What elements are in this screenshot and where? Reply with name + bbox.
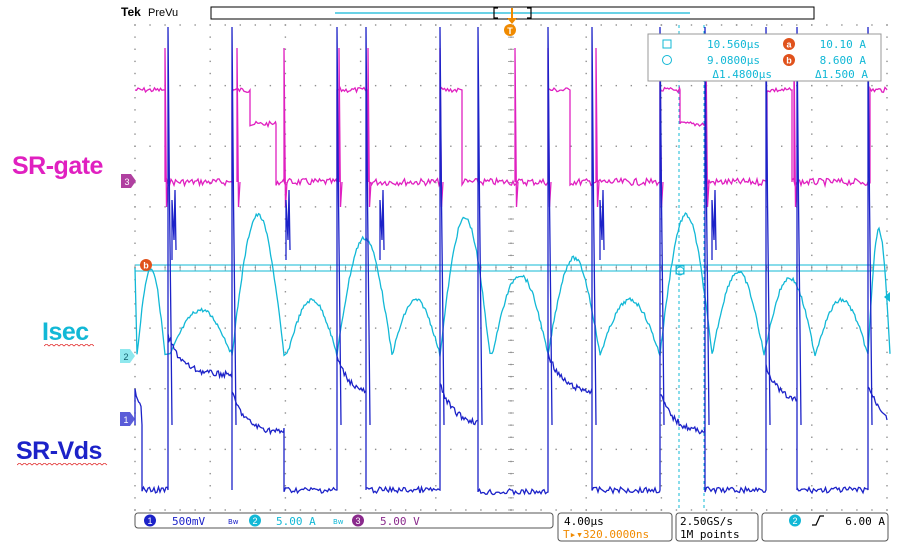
cursor-readout-panel: 10.560µs a 10.10 A 9.0800µs b 8.600 A Δ1… xyxy=(647,33,882,82)
ch2-ground-marker[interactable]: 2 xyxy=(120,349,135,363)
channel-settings-box[interactable]: 1 500mV Bw 2 5.00 A Bw 3 5.00 V xyxy=(134,512,554,529)
acquisition-box[interactable]: 2.50GS/s 1M points xyxy=(675,512,759,542)
cursor-b-value: 8.600 A xyxy=(820,54,867,67)
ch1-badge-label: 1 xyxy=(147,516,152,526)
trigger-settings-box[interactable]: 2 6.00 A xyxy=(761,512,889,542)
ch1-scale: 500mV xyxy=(172,515,205,528)
view-window-brackets[interactable] xyxy=(493,7,532,19)
trigger-source-label: 2 xyxy=(792,516,797,526)
cursor-b-icon-label: b xyxy=(786,56,792,66)
trigger-position-icon[interactable]: T xyxy=(504,8,517,36)
graticule xyxy=(134,24,888,511)
ch3-badge-label: 3 xyxy=(355,516,360,526)
label-sr-gate: SR-gate xyxy=(12,152,103,180)
ch2-scale: 5.00 A xyxy=(276,515,316,528)
ch1-badge-icon xyxy=(144,514,156,527)
ch1-ground-marker[interactable]: 1 xyxy=(120,412,135,426)
spellcheck-squiggle-isec xyxy=(44,344,94,347)
ch1-bw-limit: Bw xyxy=(228,518,239,526)
timebase-box[interactable]: 4.00µs T▸▾320.0000ns xyxy=(557,512,673,542)
prevu-mode: PreVu xyxy=(148,7,178,19)
cursor-b-marker[interactable]: b xyxy=(140,259,152,271)
trigger-source-badge-icon xyxy=(789,514,801,527)
ch2-marker-label: 2 xyxy=(123,352,128,362)
ch3-scale: 5.00 V xyxy=(380,515,420,528)
cursor-a-icon xyxy=(783,38,795,50)
ch2-offscreen-arrow-icon xyxy=(884,292,890,302)
cursor-a-value: 10.10 A xyxy=(820,38,867,51)
trace-isec xyxy=(134,212,891,357)
trigger-marker-label: T xyxy=(507,26,513,36)
cursor-b-marker-label: b xyxy=(143,261,149,271)
record-length: 1M points xyxy=(680,528,740,541)
label-isec: Isec xyxy=(42,318,89,346)
cursor-b-icon xyxy=(783,54,795,66)
timebase-scale: 4.00µs xyxy=(564,515,604,528)
cursor-delta-time: Δ1.4800µs xyxy=(712,68,772,81)
tek-brand: Tek xyxy=(121,5,141,19)
trigger-level: 6.00 A xyxy=(845,515,885,528)
ch3-marker-label: 3 xyxy=(124,177,129,187)
ch1-marker-label: 1 xyxy=(123,415,128,425)
ch2-badge-icon xyxy=(249,514,261,527)
cursor2-time: 9.0800µs xyxy=(707,54,760,67)
ch3-ground-marker[interactable]: 3 xyxy=(121,174,136,188)
cursor-circle-icon xyxy=(675,266,685,276)
cursor-delta-value: Δ1.500 A xyxy=(815,68,868,81)
label-sr-vds: SR-Vds xyxy=(16,437,102,465)
sample-rate: 2.50GS/s xyxy=(680,515,733,528)
trigger-position: T▸▾320.0000ns xyxy=(563,528,649,541)
trace-sr-vds xyxy=(134,26,888,496)
cursor-a-icon-label: a xyxy=(786,40,792,50)
spellcheck-squiggle-vds xyxy=(17,463,108,466)
cursor1-time: 10.560µs xyxy=(707,38,760,51)
cursor2-circle-icon xyxy=(662,55,672,65)
ch3-badge-icon xyxy=(352,514,364,527)
rising-edge-icon xyxy=(812,515,824,526)
ch2-badge-label: 2 xyxy=(252,516,257,526)
ch2-bw-limit: Bw xyxy=(333,518,344,526)
cursor1-square-icon xyxy=(662,39,672,49)
